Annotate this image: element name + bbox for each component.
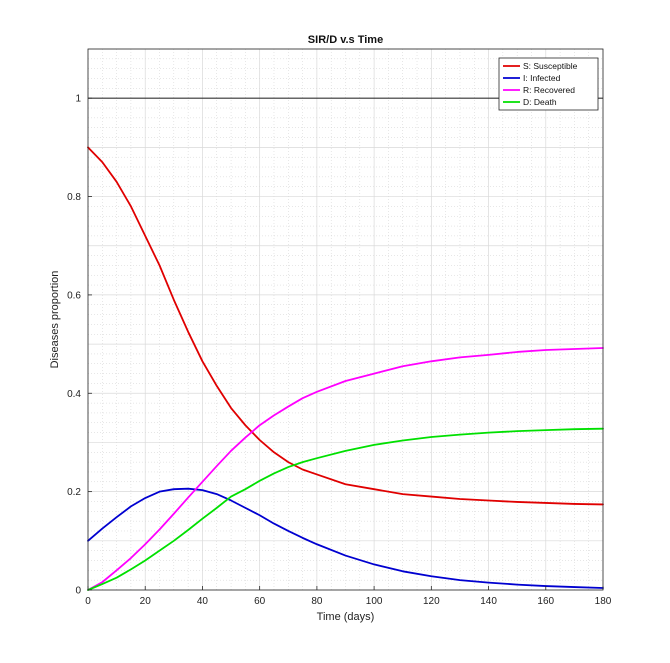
x-tick-label: 120: [423, 596, 440, 607]
plot-area: [87, 48, 604, 591]
x-tick-label: 20: [140, 596, 152, 607]
legend-entry-label: D: Death: [523, 97, 557, 107]
series-line-d-death: [87, 427, 604, 591]
y-tick-label: 0: [75, 586, 81, 597]
x-tick-label: 80: [311, 596, 323, 607]
x-axis-ticks: 0 20 40 60 80 100 120 140 160 180: [85, 586, 612, 607]
legend: S: Susceptible I: Infected R: Recovered D: …: [498, 57, 599, 111]
y-tick-label: 1: [75, 94, 81, 105]
legend-entry-label: R: Recovered: [523, 85, 575, 95]
x-tick-label: 140: [480, 596, 497, 607]
y-tick-label: 0.6: [67, 290, 81, 301]
x-tick-label: 160: [537, 596, 554, 607]
x-tick-label: 60: [254, 596, 266, 607]
y-axis-label: Diseases proportion: [49, 271, 61, 369]
plot-frame: [87, 48, 604, 591]
y-tick-label: 0.4: [67, 389, 81, 400]
chart-title: SIR/D v.s Time: [308, 34, 383, 46]
x-axis-label: Time (days): [317, 611, 375, 623]
series-line-r-recovered: [87, 347, 604, 591]
series-lines: [87, 146, 604, 591]
legend-entry-label: I: Infected: [523, 73, 561, 83]
y-axis-ticks: 0 0.2 0.4 0.6 0.8 1: [67, 94, 92, 597]
y-tick-label: 0.8: [67, 192, 81, 203]
legend-entry-label: S: Susceptible: [523, 61, 578, 71]
x-tick-label: 180: [595, 596, 612, 607]
x-tick-label: 0: [85, 596, 91, 607]
series-line-s-susceptible: [87, 146, 604, 506]
y-tick-label: 0.2: [67, 487, 81, 498]
x-tick-label: 40: [197, 596, 209, 607]
series-line-i-infected: [87, 487, 604, 589]
x-tick-label: 100: [366, 596, 383, 607]
